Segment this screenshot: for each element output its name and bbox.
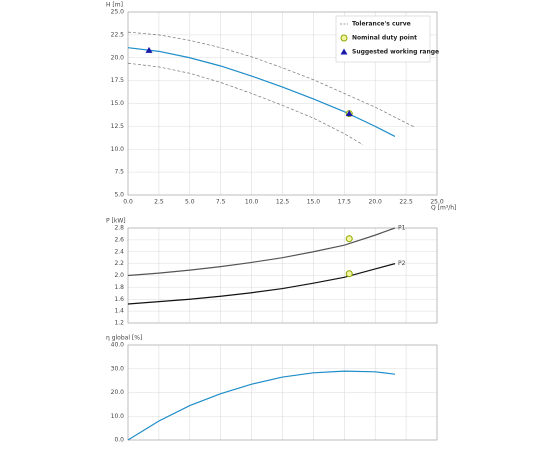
curve <box>127 31 415 128</box>
y-tick-label: 2.2 <box>114 260 124 267</box>
y-tick-label: 10.0 <box>111 146 125 153</box>
y-tick-label: 1.6 <box>114 296 124 303</box>
series-label: P1 <box>398 225 406 232</box>
y-tick-label: 2.8 <box>114 225 124 232</box>
y-tick-label: 0.0 <box>114 437 124 444</box>
legend-swatch <box>340 48 348 55</box>
y-tick-label: 2.6 <box>114 236 124 243</box>
y-tick-label: 40.0 <box>111 342 125 349</box>
x-tick-label: 2.5 <box>154 199 164 206</box>
y-tick-label: 1.4 <box>114 308 124 315</box>
x-tick-label: 25.0 <box>430 199 444 206</box>
range-marker <box>145 46 153 53</box>
curve <box>127 227 396 277</box>
y-tick-label: 20.0 <box>111 389 125 396</box>
x-tick-label: 12.5 <box>276 199 290 206</box>
legend-swatch <box>340 34 348 42</box>
y-tick-label: 22.5 <box>111 31 125 38</box>
y-tick-label: 7.5 <box>114 169 124 176</box>
y-axis-label: H [m] <box>106 2 123 9</box>
range-marker <box>345 110 353 117</box>
x-tick-label: 0.0 <box>123 199 133 206</box>
y-tick-label: 12.5 <box>111 123 125 130</box>
y-tick-label: 25.0 <box>111 9 125 16</box>
y-axis-label: η global [%] <box>106 335 142 342</box>
duty-point <box>345 235 353 243</box>
series-label: P2 <box>398 260 406 267</box>
x-tick-label: 22.5 <box>399 199 413 206</box>
x-tick-label: 20.0 <box>369 199 383 206</box>
y-tick-label: 15.0 <box>111 100 125 107</box>
x-tick-label: 15.0 <box>307 199 321 206</box>
y-tick-label: 5.0 <box>114 192 124 199</box>
y-tick-label: 1.8 <box>114 284 124 291</box>
y-axis-label: P [kW] <box>106 218 126 225</box>
y-tick-label: 1.2 <box>114 320 124 327</box>
legend-label: Suggested working range <box>352 49 439 56</box>
curve <box>127 62 364 145</box>
x-axis-label: Q [m³/h] <box>431 205 456 212</box>
curve <box>127 263 396 305</box>
legend-box <box>335 15 431 63</box>
duty-point <box>345 270 353 278</box>
legend-label: Nominal duty point <box>352 35 417 42</box>
y-tick-label: 20.0 <box>111 54 125 61</box>
y-tick-label: 2.0 <box>114 272 124 279</box>
curve <box>127 370 396 441</box>
y-tick-label: 2.4 <box>114 248 124 255</box>
x-tick-label: 10.0 <box>245 199 259 206</box>
plot-frame <box>127 344 438 441</box>
y-tick-label: 10.0 <box>111 413 125 420</box>
x-tick-label: 17.5 <box>338 199 352 206</box>
legend-label: Tolerance's curve <box>352 21 411 28</box>
curve <box>127 47 396 137</box>
x-tick-label: 7.5 <box>216 199 226 206</box>
plot-frame <box>127 11 438 196</box>
x-tick-label: 5.0 <box>185 199 195 206</box>
y-tick-label: 17.5 <box>111 77 125 84</box>
y-tick-label: 30.0 <box>111 365 125 372</box>
